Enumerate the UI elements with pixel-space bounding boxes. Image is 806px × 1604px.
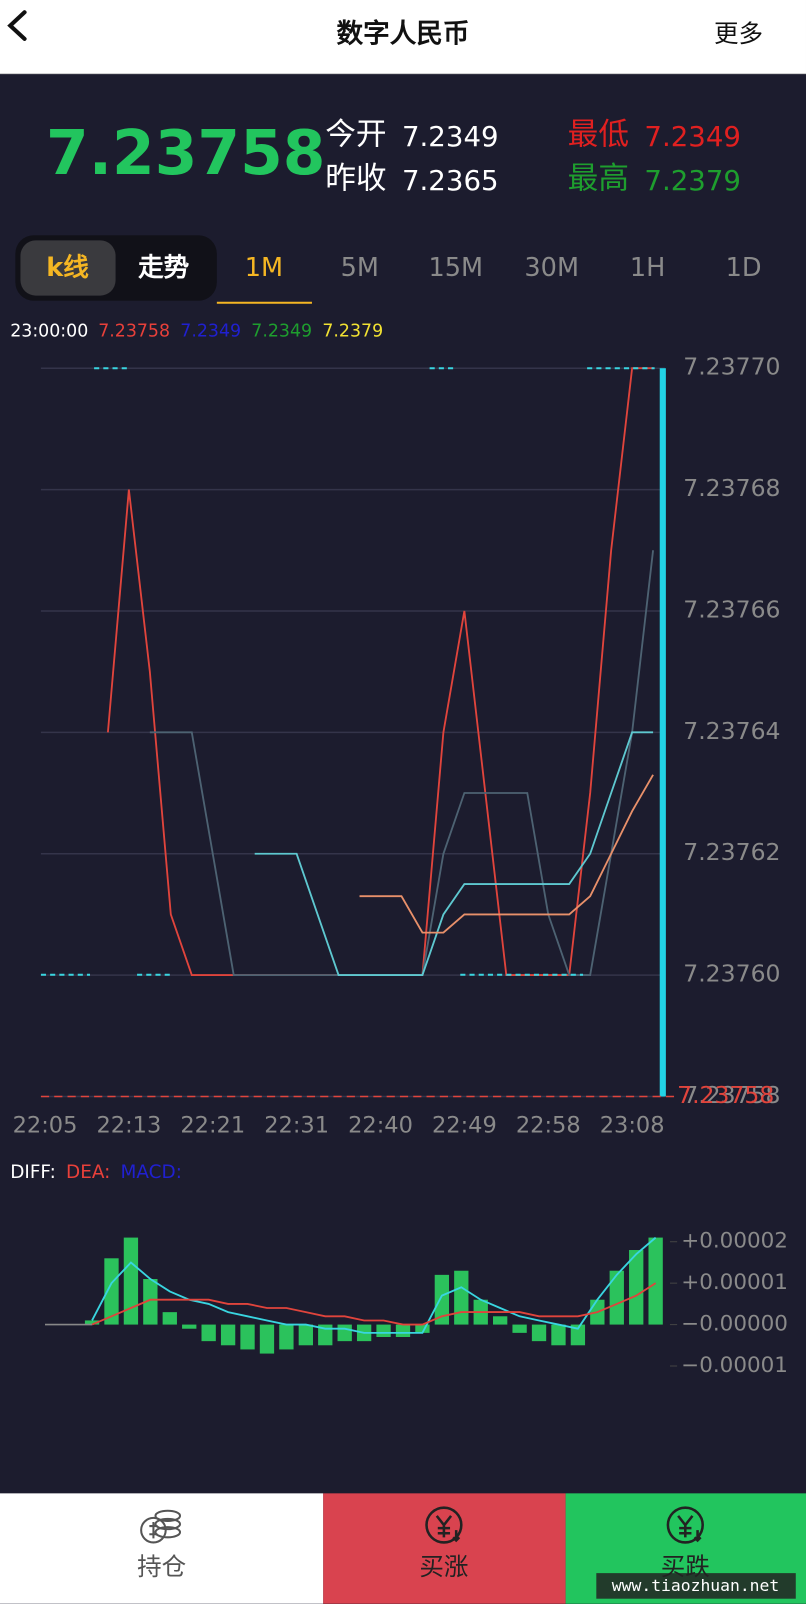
x-tick-label: 22:40	[348, 1113, 413, 1139]
macd-legend: DEA:	[66, 1162, 110, 1183]
macd-bar	[434, 1274, 450, 1325]
period-tab[interactable]: 1D	[726, 253, 762, 283]
macd-bar	[609, 1270, 624, 1325]
legend-value: 7.2349	[251, 321, 312, 341]
price-line	[254, 731, 654, 976]
macd-legend: MACD:	[121, 1162, 182, 1183]
macd-bar	[201, 1324, 216, 1342]
buy-down-icon	[666, 1506, 704, 1544]
macd-bar	[415, 1324, 430, 1333]
low-value: 7.2349	[644, 120, 741, 153]
y-tick-label: +0.00002	[681, 1229, 788, 1254]
button-label: 买涨	[419, 1552, 468, 1581]
y-tick-label: −0.00000	[681, 1312, 788, 1337]
price-line-label: 7.23758	[677, 1081, 774, 1109]
button-label: 持仓	[137, 1552, 186, 1581]
back-button[interactable]	[7, 10, 27, 41]
x-tick-label: 22:05	[13, 1113, 78, 1139]
legend-value: 7.23758	[98, 321, 170, 341]
macd-bar	[123, 1237, 139, 1325]
macd-line	[91, 1282, 657, 1326]
watermark-bg	[596, 1573, 796, 1599]
y-tick-label: 7.23770	[683, 353, 780, 381]
y-tick-label: 7.23762	[683, 838, 780, 866]
macd-bar	[629, 1250, 644, 1325]
prev-close-label: 昨收	[325, 162, 386, 197]
macd-bar	[337, 1324, 352, 1342]
macd-bar	[240, 1324, 255, 1350]
hold-button[interactable]	[0, 1493, 324, 1604]
macd-legend: DIFF:	[10, 1162, 56, 1183]
mode-tab[interactable]: k线	[46, 253, 89, 283]
macd-bar	[454, 1270, 469, 1325]
price-line	[359, 774, 654, 934]
macd-bar	[182, 1324, 197, 1329]
high-value: 7.2379	[644, 164, 741, 197]
period-tab[interactable]: 1M	[245, 253, 283, 283]
macd-bar	[551, 1324, 566, 1346]
macd-bar	[259, 1324, 275, 1354]
legend-value: 7.2349	[180, 321, 241, 341]
macd-bar	[143, 1279, 158, 1325]
macd-bar	[570, 1324, 586, 1346]
macd-bar	[376, 1324, 391, 1338]
low-label: 最低	[568, 118, 629, 153]
open-value: 7.2349	[402, 120, 499, 153]
mode-active-bg	[20, 240, 116, 296]
macd-bar	[104, 1258, 119, 1325]
hold-icon	[140, 1509, 182, 1544]
macd-bar	[298, 1324, 313, 1346]
high-label: 最高	[568, 162, 629, 197]
macd-bar	[531, 1324, 547, 1342]
period-tab[interactable]: 1H	[630, 253, 666, 283]
x-tick-label: 22:31	[264, 1113, 329, 1139]
macd-line	[91, 1236, 657, 1334]
x-tick-label: 22:49	[432, 1113, 497, 1139]
y-tick-label: 7.23760	[683, 960, 780, 988]
more-button[interactable]: 更多	[714, 19, 763, 48]
buy-up-icon	[425, 1506, 463, 1544]
period-tab[interactable]: 30M	[524, 253, 579, 283]
macd-bar	[279, 1324, 294, 1350]
macd-bar	[493, 1316, 508, 1325]
period-tab[interactable]: 15M	[428, 253, 483, 283]
macd-bar	[648, 1237, 663, 1325]
macd-bar	[512, 1324, 527, 1333]
watermark: www.tiaozhuan.net	[612, 1576, 779, 1595]
prev-close-value: 7.2365	[402, 164, 499, 197]
cursor-bar	[659, 368, 666, 1097]
macd-bar	[395, 1324, 411, 1338]
y-tick-label: −0.00001	[681, 1353, 788, 1378]
macd-chart: DIFF: DEA: MACD: +0.00002 +0.00001 −0.00000 −0…	[10, 1162, 788, 1378]
mode-tab[interactable]: 走势	[138, 253, 190, 283]
x-tick-label: 22:13	[96, 1113, 161, 1139]
macd-bar	[162, 1312, 177, 1325]
y-tick-label: 7.23768	[683, 474, 780, 502]
macd-bar	[318, 1324, 333, 1346]
x-tick-label: 22:21	[180, 1113, 245, 1139]
buy-up-button[interactable]	[323, 1493, 566, 1604]
legend-values: 7.23758 7.2349 7.2349 7.2379	[98, 321, 383, 341]
legend-time: 23:00:00	[10, 321, 88, 341]
price-chart: 7.23770 7.23768 7.23766 7.23764 7.23762 7.237…	[13, 353, 781, 1139]
open-label: 今开	[325, 118, 386, 153]
legend-value: 7.2379	[322, 321, 383, 341]
macd-bar	[220, 1324, 236, 1346]
period-tabs: 1M 5M 15M 30M 1H 1D	[245, 253, 762, 283]
x-tick-label: 22:58	[516, 1113, 581, 1139]
header-bar	[0, 0, 806, 74]
macd-bar	[84, 1320, 100, 1325]
y-tick-label: +0.00001	[681, 1270, 788, 1295]
y-tick-label: 7.23766	[683, 595, 780, 623]
period-tab[interactable]: 5M	[341, 253, 379, 283]
y-tick-label: 7.23758	[683, 1081, 780, 1109]
y-tick-label: 7.23764	[683, 717, 780, 745]
last-price: 7.23758	[46, 118, 325, 189]
header-title: 数字人民币	[337, 18, 470, 49]
x-tick-label: 23:08	[600, 1113, 665, 1139]
